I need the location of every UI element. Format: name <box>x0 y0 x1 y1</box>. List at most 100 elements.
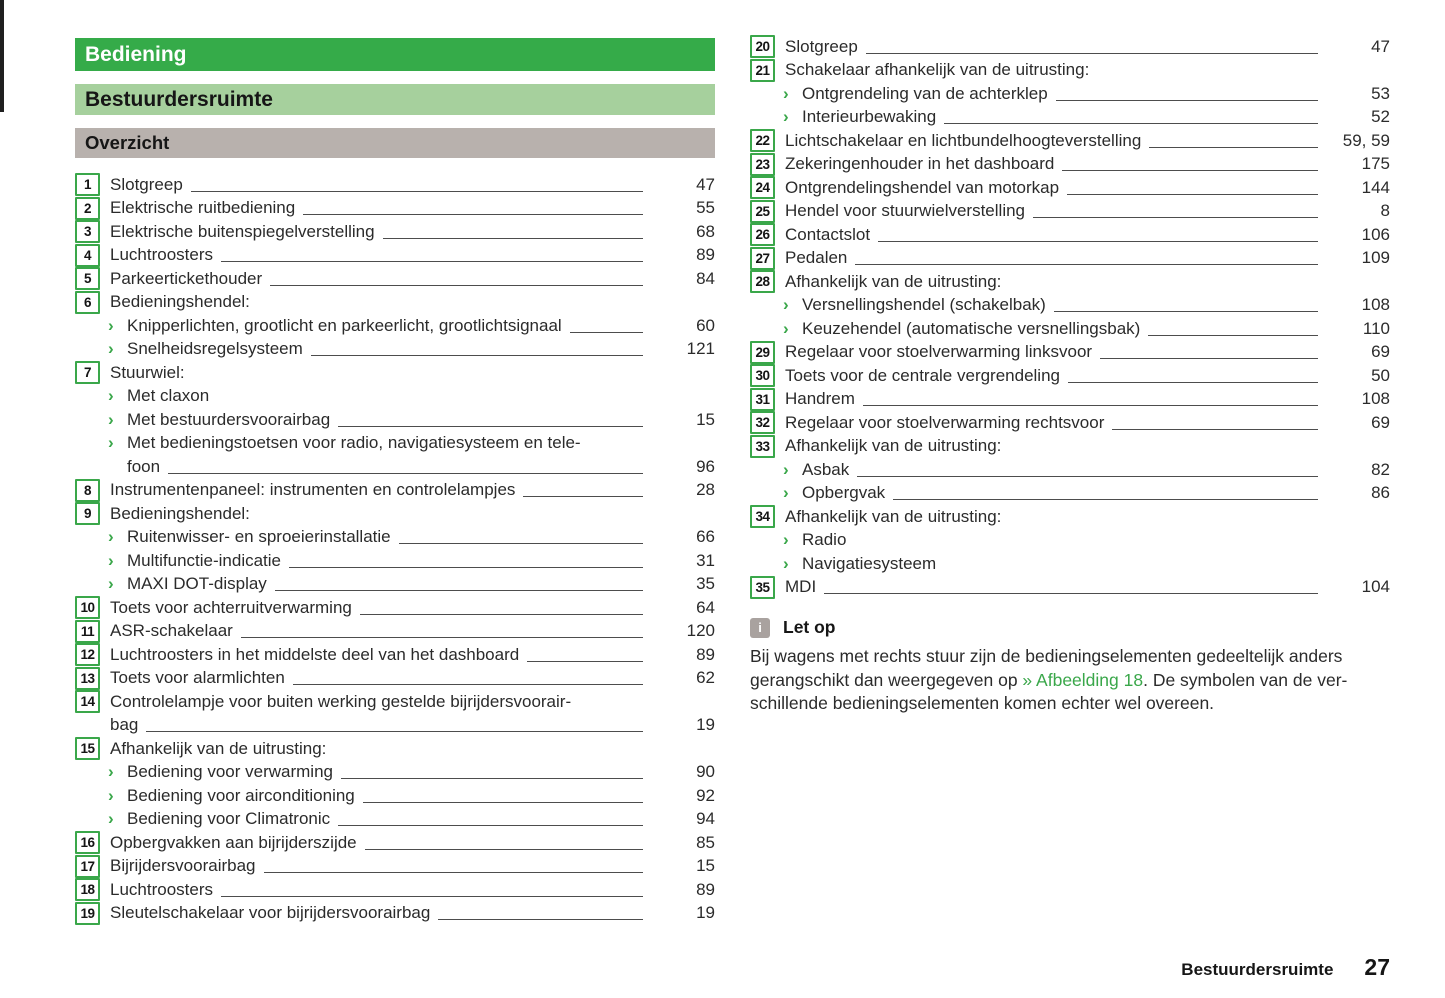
toc-sub-entry: › Versnellingshendel (schakelbak) 108 <box>750 294 1390 318</box>
leader-line <box>1033 217 1318 218</box>
toc-sub-entry: › Bediening voor Climatronic 94 <box>75 808 715 832</box>
toc-entry: 19 Sleutelschakelaar voor bijrijdersvoora… <box>75 901 715 926</box>
page-number: 144 <box>1361 177 1390 197</box>
item-label: Bedieningshendel: <box>110 292 250 312</box>
item-number-badge: 3 <box>75 220 100 244</box>
leader-line <box>146 731 643 732</box>
item-label: Zekeringenhouder in het dashboard <box>785 154 1055 174</box>
leader-line <box>240 637 643 638</box>
item-label: MDI <box>785 577 817 597</box>
item-number-badge: 20 <box>750 35 775 59</box>
chevron-right-icon: › <box>108 433 114 453</box>
sub-item-label: Met claxon <box>127 386 210 406</box>
item-number-badge: 27 <box>750 246 775 270</box>
subsection-header-label: Overzicht <box>85 132 170 153</box>
page-number: 86 <box>1371 483 1390 503</box>
leader-line <box>221 261 643 262</box>
toc-entry: 18 Luchtroosters 89 <box>75 878 715 902</box>
item-number-badge: 15 <box>75 737 100 761</box>
page-number: 121 <box>686 339 715 359</box>
leader-line <box>569 331 643 333</box>
leader-line <box>893 499 1318 500</box>
chevron-right-icon: › <box>783 83 789 103</box>
chevron-right-icon: › <box>108 574 114 594</box>
toc-entry: 29 Regelaar voor stoelverwarming linksvoo… <box>750 340 1390 365</box>
page-number: 15 <box>696 856 715 876</box>
page-number: 85 <box>696 832 715 852</box>
item-label: Slotgreep <box>110 174 183 194</box>
sub-item-label: Bediening voor Climatronic <box>127 809 331 829</box>
page-number: 110 <box>1362 318 1390 338</box>
item-number-badge: 17 <box>75 854 100 878</box>
item-label: Toets voor achterruitverwarming <box>110 597 352 617</box>
toc-entry: 27 Pedalen 109 <box>750 246 1390 271</box>
note-header: i Let op <box>750 617 1398 638</box>
item-label: ASR-schakelaar <box>110 621 233 641</box>
toc-entry: 22 Lichtschakelaar en lichtbundelhoogteve… <box>750 129 1390 153</box>
page-number: 109 <box>1361 248 1390 268</box>
page-number: 90 <box>696 762 715 782</box>
note-line-3: schillende bedieningselementen komen ech… <box>750 693 1215 713</box>
toc-entry: 30 Toets voor de centrale vergrendeling 50 <box>750 364 1390 388</box>
page-number: 64 <box>696 597 715 617</box>
item-number-badge: 13 <box>75 666 100 690</box>
info-icon: i <box>750 617 770 638</box>
toc-entry: 16 Opbergvakken aan bijrijderszijde 85 <box>75 831 715 855</box>
toc-entry: 17 Bijrijdersvoorairbag 15 <box>75 854 715 879</box>
toc-entry: 11 ASR-schakelaar 120 <box>75 619 715 644</box>
page-number: 19 <box>696 715 715 735</box>
page-number: 89 <box>696 245 715 265</box>
toc-entry: 2 Elektrische ruitbediening 55 <box>75 196 715 221</box>
toc-sub-entry: › Keuzehendel (automatische versnellingsb… <box>750 317 1390 341</box>
chevron-right-icon: › <box>783 107 789 127</box>
item-label: Schakelaar afhankelijk van de uitrusting… <box>785 60 1090 80</box>
chevron-right-icon: › <box>783 553 789 573</box>
item-label: Afhankelijk van de uitrusting: <box>785 436 1002 456</box>
leader-line <box>824 593 1318 594</box>
note-box: i Let op Bij wagens met rechts stuur zij… <box>750 617 1398 716</box>
page-number: 120 <box>686 621 715 641</box>
subsection-header: Overzicht <box>75 128 715 158</box>
item-label: Elektrische ruitbediening <box>110 198 296 218</box>
item-label: Regelaar voor stoelverwarming rechtsvoor <box>785 412 1105 432</box>
chevron-right-icon: › <box>108 315 114 335</box>
toc-sub-entry: › Met claxon <box>75 385 715 409</box>
toc-list-right: 20 Slotgreep 47 21 Schakelaar afhankelijk va… <box>750 35 1390 599</box>
sub-item-label: Navigatiesysteem <box>802 553 937 573</box>
page-number: 50 <box>1371 365 1390 385</box>
item-number-badge: 25 <box>750 199 775 223</box>
sub-item-label: Keuzehendel (automatische versnellingsba… <box>802 318 1141 338</box>
page-number: 92 <box>696 785 715 805</box>
page-number: 69 <box>1371 412 1390 432</box>
sub-item-label: Met bestuurdersvoorairbag <box>127 409 331 429</box>
note-line-1: Bij wagens met rechts stuur zijn de bedi… <box>750 646 1343 666</box>
item-number-badge: 22 <box>750 129 775 153</box>
afbeelding-link[interactable]: » Afbeelding 18 <box>1022 669 1144 690</box>
sub-item-label: Asbak <box>802 459 850 479</box>
toc-entry: 3 Elektrische buitenspiegelverstelling 68 <box>75 220 715 244</box>
leader-line <box>862 405 1318 406</box>
leader-line <box>292 684 643 685</box>
leader-line <box>398 543 643 544</box>
item-label: Parkeertickethouder <box>110 268 263 288</box>
item-label: Luchtroosters <box>110 245 213 265</box>
item-label: Elektrische buitenspiegelverstelling <box>110 221 375 241</box>
item-label: Toets voor alarmlichten <box>110 668 285 688</box>
item-label: Afhankelijk van de uitrusting: <box>785 506 1002 526</box>
sub-item-label: Bediening voor airconditioning <box>127 785 355 805</box>
scan-edge-artifact <box>0 0 4 112</box>
item-number-badge: 5 <box>75 267 100 291</box>
toc-sub-entry: › Multifunctie-indicatie 31 <box>75 549 715 573</box>
toc-entry: 7 Stuurwiel: <box>75 361 715 385</box>
item-label: Controlelampje voor buiten werking geste… <box>110 691 572 711</box>
toc-sub-entry: › Snelheidsregelsysteem 121 <box>75 338 715 362</box>
chevron-right-icon: › <box>783 295 789 315</box>
leader-line <box>364 848 643 850</box>
sub-item-label-continuation: foon <box>127 456 161 476</box>
toc-sub-entry: › Bediening voor verwarming 90 <box>75 761 715 785</box>
chevron-right-icon: › <box>108 550 114 570</box>
sub-item-label: Opbergvak <box>802 483 886 503</box>
footer-chapter-label: Bestuurdersruimte <box>1181 960 1334 979</box>
toc-sub-entry: › Opbergvak 86 <box>750 482 1390 506</box>
item-number-badge: 10 <box>75 596 100 620</box>
